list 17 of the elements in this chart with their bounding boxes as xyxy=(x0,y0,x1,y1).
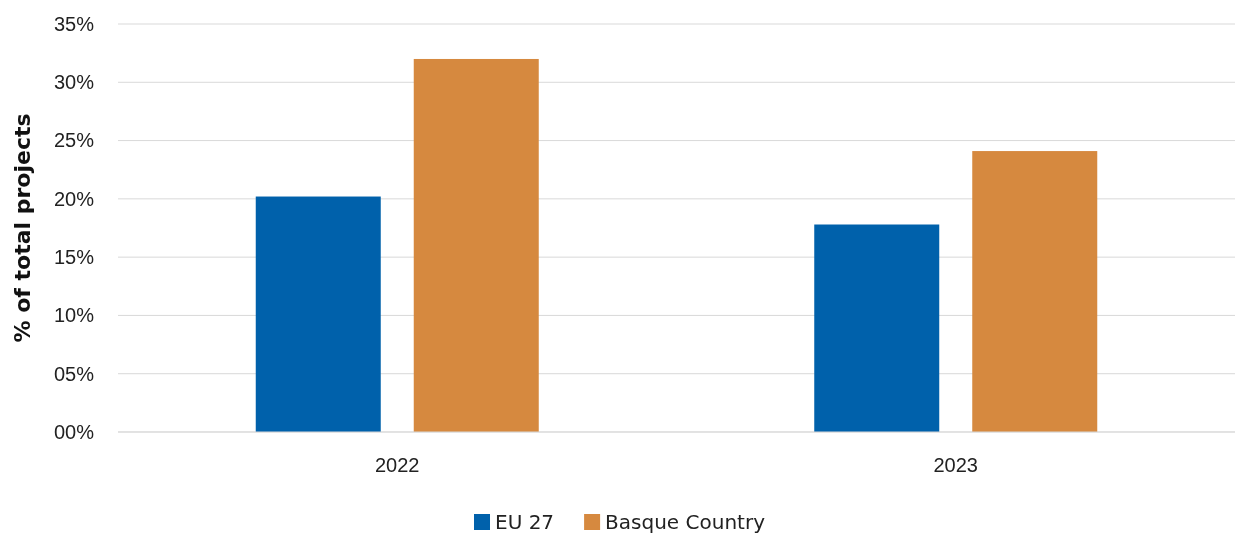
y-tick-label: 25% xyxy=(53,129,95,152)
bar xyxy=(413,58,539,432)
bar xyxy=(972,151,1098,432)
y-tick-label: 15% xyxy=(53,246,95,269)
y-tick-label: 30% xyxy=(53,71,95,94)
legend-label: EU 27 xyxy=(495,510,555,534)
y-tick-label: 10% xyxy=(53,304,95,327)
legend-label: Basque Country xyxy=(605,510,766,534)
y-tick-label: 20% xyxy=(53,187,95,210)
bar xyxy=(814,224,940,432)
x-tick-label: 2023 xyxy=(933,454,978,477)
x-tick-label: 2022 xyxy=(375,454,420,477)
bar xyxy=(255,196,381,432)
y-tick-label: 05% xyxy=(53,362,95,385)
y-tick-label: 00% xyxy=(53,420,95,443)
y-axis-title: % of total projects xyxy=(10,113,35,343)
y-tick-label: 35% xyxy=(53,12,95,35)
